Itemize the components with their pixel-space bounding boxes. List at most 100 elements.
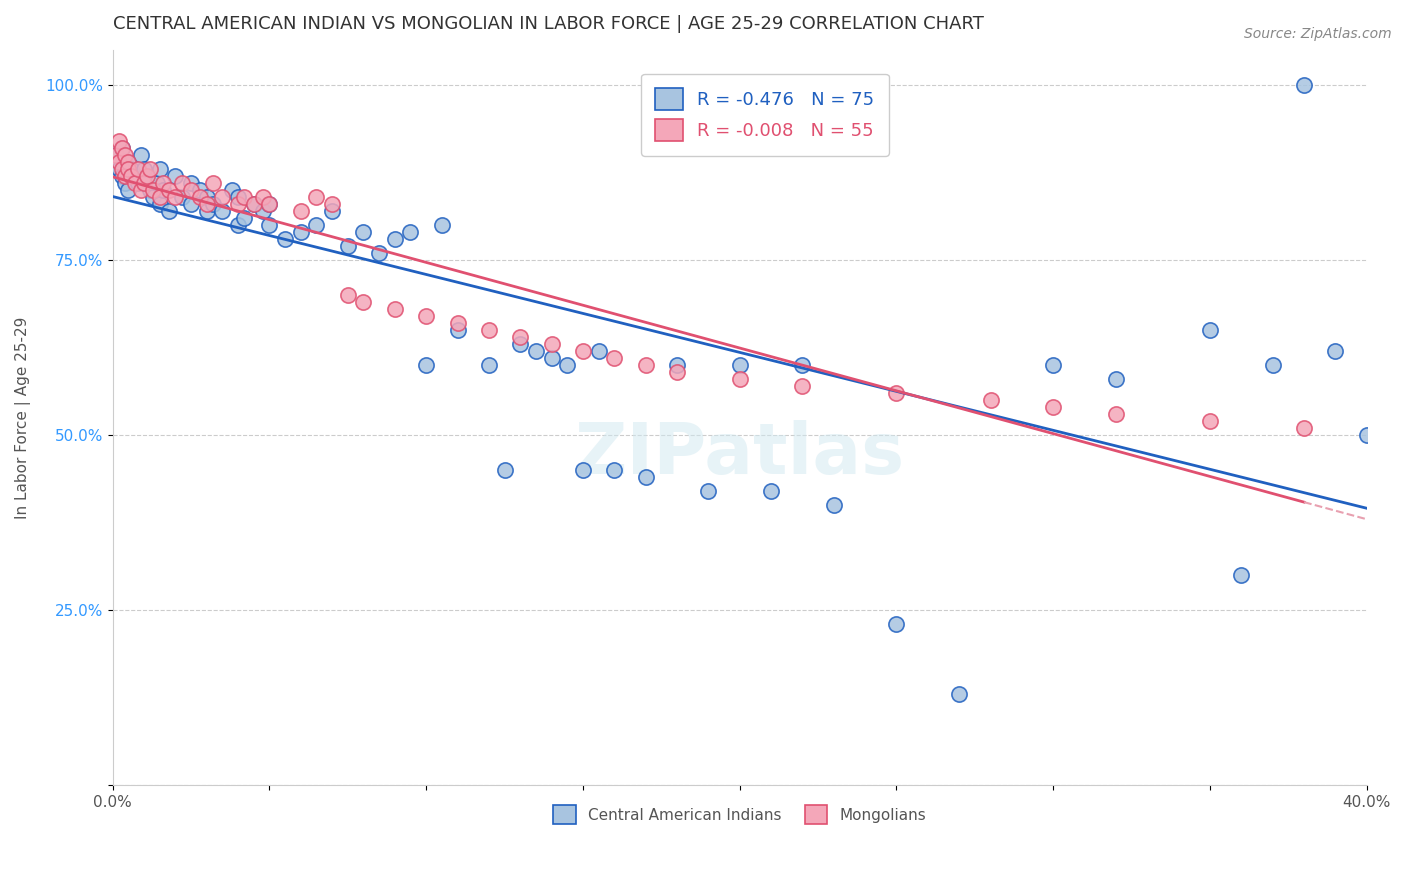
Point xyxy=(980,392,1002,407)
Point xyxy=(139,161,162,176)
Point xyxy=(139,183,162,197)
Point xyxy=(603,463,626,477)
Point xyxy=(494,463,516,477)
Point xyxy=(384,232,406,246)
Point xyxy=(170,176,193,190)
Point xyxy=(201,176,224,190)
Point xyxy=(252,190,274,204)
Text: CENTRAL AMERICAN INDIAN VS MONGOLIAN IN LABOR FORCE | AGE 25-29 CORRELATION CHAR: CENTRAL AMERICAN INDIAN VS MONGOLIAN IN … xyxy=(112,15,983,33)
Point xyxy=(190,183,212,197)
Point xyxy=(353,294,375,309)
Point xyxy=(509,330,531,344)
Point xyxy=(555,358,578,372)
Point xyxy=(430,218,453,232)
Point xyxy=(1042,358,1064,372)
Point xyxy=(415,358,437,372)
Point xyxy=(1355,428,1378,442)
Point xyxy=(132,169,155,183)
Point xyxy=(108,161,131,176)
Point xyxy=(353,225,375,239)
Point xyxy=(1230,568,1253,582)
Point xyxy=(111,141,134,155)
Point xyxy=(201,197,224,211)
Point xyxy=(226,218,249,232)
Point xyxy=(242,197,264,211)
Point xyxy=(478,358,501,372)
Point xyxy=(108,154,131,169)
Point xyxy=(132,176,155,190)
Point xyxy=(195,190,218,204)
Point xyxy=(170,190,193,204)
Point xyxy=(136,169,159,183)
Point xyxy=(446,323,468,337)
Point xyxy=(129,148,152,162)
Point xyxy=(1042,400,1064,414)
Point xyxy=(180,183,202,197)
Text: ZIPatlas: ZIPatlas xyxy=(575,420,905,489)
Point xyxy=(129,183,152,197)
Point xyxy=(124,176,146,190)
Point xyxy=(415,309,437,323)
Point xyxy=(180,197,202,211)
Point xyxy=(233,190,256,204)
Point xyxy=(1261,358,1284,372)
Point xyxy=(886,386,908,401)
Point xyxy=(120,161,142,176)
Point xyxy=(336,288,359,302)
Point xyxy=(165,169,187,183)
Point xyxy=(572,463,595,477)
Point xyxy=(157,203,180,218)
Point xyxy=(127,161,149,176)
Y-axis label: In Labor Force | Age 25-29: In Labor Force | Age 25-29 xyxy=(15,317,31,518)
Point xyxy=(142,183,165,197)
Point xyxy=(226,197,249,211)
Point xyxy=(211,190,233,204)
Point xyxy=(114,148,136,162)
Point xyxy=(104,148,127,162)
Point xyxy=(478,323,501,337)
Point xyxy=(211,203,233,218)
Point xyxy=(524,343,547,358)
Point xyxy=(792,379,814,393)
Point xyxy=(149,161,172,176)
Point xyxy=(111,169,134,183)
Point xyxy=(1105,372,1128,386)
Point xyxy=(1324,343,1347,358)
Point xyxy=(233,211,256,225)
Point xyxy=(259,197,281,211)
Point xyxy=(149,190,172,204)
Point xyxy=(108,134,131,148)
Point xyxy=(117,154,139,169)
Point xyxy=(666,358,689,372)
Text: Source: ZipAtlas.com: Source: ZipAtlas.com xyxy=(1244,27,1392,41)
Point xyxy=(117,154,139,169)
Point xyxy=(634,358,657,372)
Point xyxy=(305,218,328,232)
Point xyxy=(603,351,626,365)
Point xyxy=(190,190,212,204)
Point xyxy=(145,176,167,190)
Point xyxy=(120,169,142,183)
Point xyxy=(509,337,531,351)
Point xyxy=(195,203,218,218)
Point xyxy=(728,358,751,372)
Point xyxy=(728,372,751,386)
Point xyxy=(446,316,468,330)
Point xyxy=(124,169,146,183)
Point xyxy=(157,183,180,197)
Legend: Central American Indians, Mongolians: Central American Indians, Mongolians xyxy=(541,793,939,837)
Point xyxy=(634,470,657,484)
Point xyxy=(111,141,134,155)
Point xyxy=(759,483,782,498)
Point xyxy=(180,176,202,190)
Point xyxy=(259,197,281,211)
Point xyxy=(114,169,136,183)
Point xyxy=(336,239,359,253)
Point xyxy=(111,161,134,176)
Point xyxy=(384,301,406,316)
Point xyxy=(132,161,155,176)
Point xyxy=(142,190,165,204)
Point xyxy=(114,176,136,190)
Point xyxy=(290,203,312,218)
Point xyxy=(399,225,422,239)
